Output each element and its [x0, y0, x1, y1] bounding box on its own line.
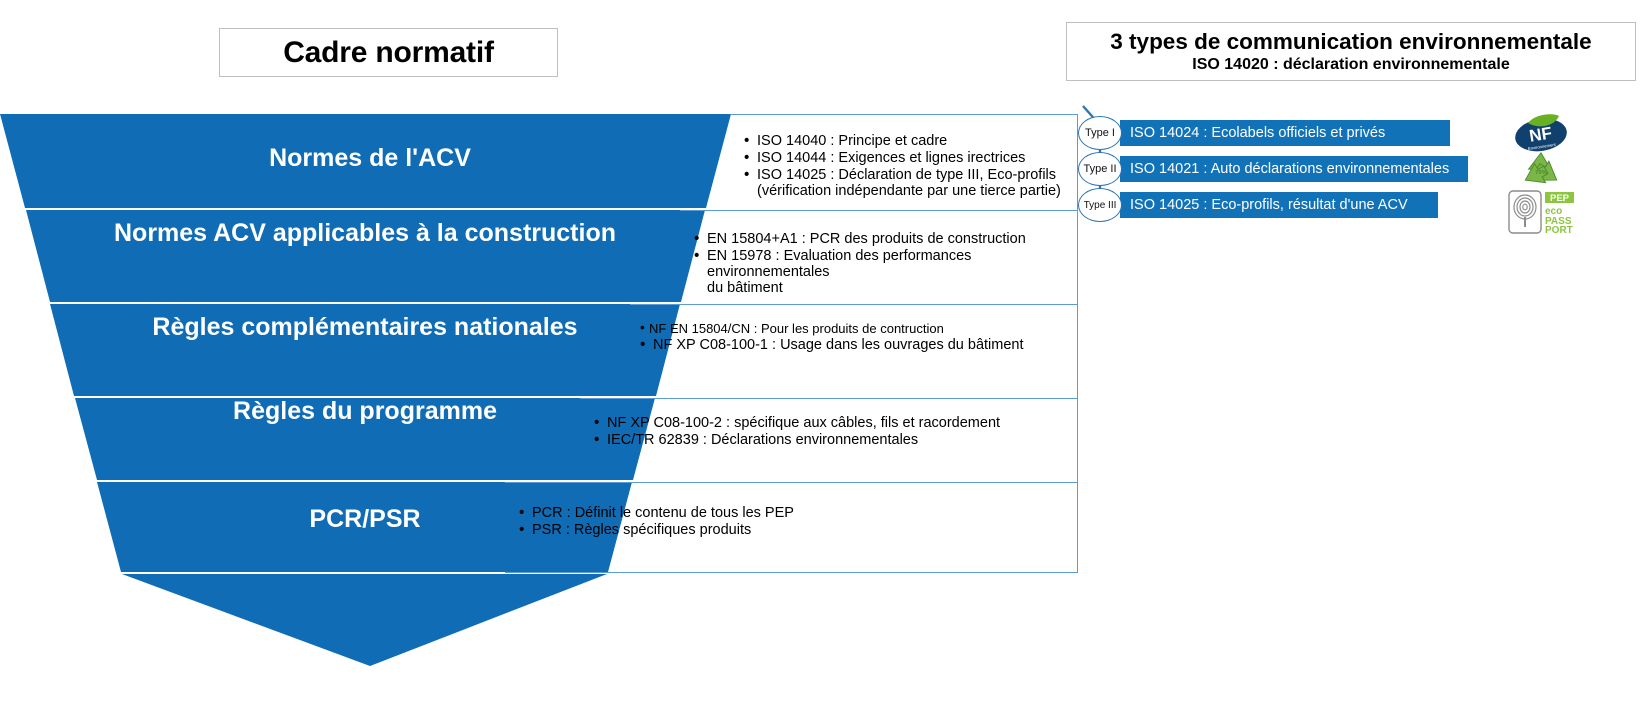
nf-environnement-logo: NF Environnement: [1512, 112, 1570, 154]
recycle-arrows: [1524, 152, 1558, 184]
types-title-line2: ISO 14020 : déclaration environnementale: [1192, 56, 1510, 73]
callout-panel-5: PCR : Définit le contenu de tous les PEP…: [505, 482, 1078, 573]
callout-4-item-2: IEC/TR 62839 : Déclarations environnemen…: [592, 431, 1071, 448]
callout-panel-1: ISO 14040 : Principe et cadre ISO 14044 …: [730, 114, 1078, 210]
callout-2-item-2: EN 15978 : Evaluation des performances e…: [692, 247, 1071, 296]
callout-4-item-1: NF XP C08-100-2 : spécifique aux câbles,…: [592, 414, 1071, 431]
pep-port-label: PORT: [1545, 225, 1573, 234]
callout-1-item-3: ISO 14025 : Déclaration de type III, Eco…: [742, 166, 1071, 199]
pep-badge-label: PEP: [1550, 193, 1570, 204]
callout-2-list: EN 15804+A1 : PCR des produits de constr…: [692, 230, 1071, 296]
types-communication-title-box: 3 types de communication environnemental…: [1066, 22, 1636, 81]
callout-1-item-3-continuation: (vérification indépendante par une tierc…: [757, 183, 1061, 199]
type-3-label: ISO 14025 : Eco-profils, résultat d'une …: [1130, 197, 1408, 213]
type-2-bar[interactable]: ISO 14021 : Auto déclarations environnem…: [1120, 156, 1468, 182]
cadre-normatif-title-box: Cadre normatif: [219, 28, 558, 77]
type-1-badge-label: Type I: [1085, 127, 1115, 139]
callout-2-item-1: EN 15804+A1 : PCR des produits de constr…: [692, 230, 1071, 247]
callout-3-item-2: NF XP C08-100-1 : Usage dans les ouvrage…: [638, 336, 1071, 353]
callout-1-item-2: ISO 14044 : Exigences et lignes irectric…: [742, 149, 1071, 166]
pep-ecopassport-logo: PEP eco PASS PORT: [1508, 190, 1574, 236]
type-3-bar[interactable]: ISO 14025 : Eco-profils, résultat d'une …: [1120, 192, 1438, 218]
nf-letters: NF: [1528, 123, 1553, 145]
recycle-percent: 70%: [1535, 170, 1546, 176]
pep-badge: [1545, 192, 1574, 203]
pep-eco-label: eco: [1545, 206, 1562, 217]
funnel-band-5: [97, 482, 632, 572]
callout-5-list: PCR : Définit le contenu de tous les PEP…: [517, 504, 1071, 538]
tree-trunk: [1524, 217, 1526, 227]
type-3-badge[interactable]: Type III: [1078, 188, 1122, 222]
callout-2-item-2-continuation: du bâtiment: [707, 280, 783, 296]
callout-panel-4: NF XP C08-100-2 : spécifique aux câbles,…: [580, 398, 1078, 482]
callout-panel-group: ISO 14040 : Principe et cadre ISO 14044 …: [475, 114, 1078, 573]
callout-1-item-1: ISO 14040 : Principe et cadre: [742, 132, 1071, 149]
page-title: Cadre normatif: [283, 35, 494, 69]
callout-3-item-1: NF EN 15804/CN : Pour les produits de co…: [638, 320, 1071, 336]
funnel-band-4: [75, 398, 655, 480]
callout-panel-2: EN 15804+A1 : PCR des produits de constr…: [680, 210, 1078, 304]
callout-4-list: NF XP C08-100-2 : spécifique aux câbles,…: [592, 414, 1071, 448]
pep-pass-label: PASS: [1545, 216, 1572, 227]
type-2-badge[interactable]: Type II: [1078, 152, 1122, 186]
type-2-badge-label: Type II: [1083, 163, 1117, 175]
type-2-label: ISO 14021 : Auto déclarations environnem…: [1130, 161, 1450, 177]
type-3-badge-label: Type III: [1083, 199, 1117, 211]
funnel-band-2: [26, 210, 705, 302]
callout-1-list: ISO 14040 : Principe et cadre ISO 14044 …: [742, 132, 1071, 199]
nf-leaf: [1528, 114, 1559, 127]
recycling-logo: 70%: [1512, 150, 1570, 192]
type-1-label: ISO 14024 : Ecolabels officiels et privé…: [1130, 125, 1386, 141]
nf-subtext: Environnement: [1527, 142, 1556, 151]
callout-5-item-2: PSR : Règles spécifiques produits: [517, 521, 1071, 538]
funnel-band-1: [0, 114, 731, 208]
funnel-band-3: [50, 304, 680, 396]
type-1-bar[interactable]: ISO 14024 : Ecolabels officiels et privé…: [1120, 120, 1450, 146]
callout-panel-3: NF EN 15804/CN : Pour les produits de co…: [630, 304, 1078, 398]
pep-frame: [1508, 190, 1542, 234]
type-1-badge[interactable]: Type I: [1078, 116, 1122, 150]
callout-5-item-1: PCR : Définit le contenu de tous les PEP: [517, 504, 1071, 521]
funnel-tip: [122, 574, 607, 666]
callout-3-list: NF EN 15804/CN : Pour les produits de co…: [638, 320, 1071, 353]
types-title-line1: 3 types de communication environnemental…: [1110, 28, 1592, 54]
nf-ellipse: [1515, 118, 1567, 152]
